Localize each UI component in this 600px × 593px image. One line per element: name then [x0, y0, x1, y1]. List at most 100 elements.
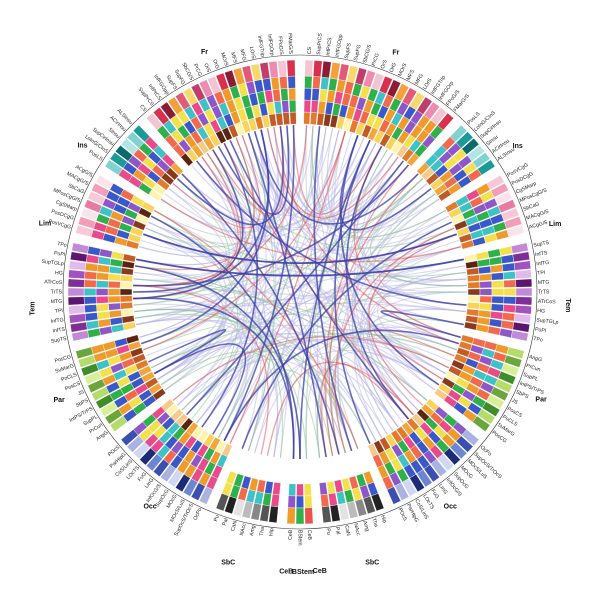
metric-cell	[324, 469, 334, 483]
metric-cell	[475, 251, 490, 261]
region-label: SbPS	[515, 389, 530, 400]
connection-link	[134, 302, 466, 319]
lobe-divider	[429, 393, 487, 440]
region-cell	[109, 415, 128, 432]
metric-cell	[499, 245, 513, 256]
lobe-label: SbC	[221, 559, 235, 566]
region-label: PrCun	[525, 363, 541, 373]
region-cell	[512, 251, 530, 263]
metric-cell	[324, 101, 334, 115]
region-cell	[250, 63, 262, 82]
connection-link	[241, 221, 452, 449]
metric-cell	[270, 76, 280, 91]
metric-cell	[319, 88, 328, 102]
connection-link	[134, 271, 440, 386]
metric-cell	[502, 271, 516, 280]
metric-cell	[296, 471, 304, 485]
metric-cell	[490, 272, 504, 281]
region-label: InfTS	[535, 250, 549, 258]
region-cell	[126, 131, 145, 149]
region-label: MFS	[229, 52, 238, 65]
region-cell	[175, 91, 191, 111]
region-cell	[461, 138, 480, 155]
region-label: InfTG	[50, 317, 64, 324]
connection-link	[143, 233, 457, 264]
region-cell	[95, 174, 114, 191]
region-label: LOrS	[422, 77, 434, 91]
region-cell	[378, 75, 393, 95]
region-label: OrG	[211, 59, 220, 70]
metric-cell	[108, 302, 122, 311]
metric-cell	[109, 258, 123, 268]
region-label: InfPrCS	[325, 37, 333, 56]
metric-cell	[503, 288, 517, 296]
connection-link	[254, 131, 353, 451]
region-cell	[120, 429, 139, 446]
metric-cell	[487, 248, 501, 259]
metric-cell	[503, 296, 517, 305]
region-cell	[286, 507, 296, 525]
region-label: OcPo	[193, 507, 204, 521]
metric-cell	[107, 295, 121, 304]
region-label: HG	[55, 270, 63, 277]
region-label: FMarG/S	[286, 33, 293, 55]
region-cell	[329, 504, 341, 522]
region-label: AngG	[95, 430, 109, 443]
region-cell	[512, 321, 530, 333]
region-label: SupTGLp	[41, 259, 64, 268]
metric-cell	[328, 77, 338, 92]
region-cell	[503, 216, 523, 230]
region-label: FuG	[137, 471, 148, 483]
connection-link	[150, 291, 468, 369]
region-label: ACgG/S	[528, 220, 548, 231]
region-label: SupTGLp	[536, 317, 559, 326]
metric-cell	[281, 100, 290, 114]
metric-cell	[478, 309, 492, 319]
region-cell	[494, 190, 513, 206]
heat-cell	[316, 458, 325, 472]
connection-link	[328, 173, 419, 455]
metric-cell	[328, 492, 338, 507]
region-label: InfFGOrp	[266, 34, 275, 56]
region-label: PoPl	[535, 327, 547, 335]
region-cell	[472, 415, 491, 432]
region-cell	[198, 79, 214, 98]
region-label: PoPl	[54, 250, 66, 258]
heat-cell	[467, 295, 481, 303]
region-label: MOrS	[219, 52, 229, 67]
region-label: Pal	[334, 527, 341, 535]
metric-cell	[262, 492, 272, 507]
heat-cell	[303, 111, 311, 125]
region-label: Amg	[249, 525, 257, 537]
region-cell	[75, 346, 94, 360]
region-cell	[241, 500, 254, 519]
metric-cell	[287, 495, 296, 509]
metric-cell	[479, 295, 493, 304]
region-cell	[430, 459, 448, 477]
region-label: PrCG	[371, 53, 381, 67]
region-cell	[486, 393, 505, 410]
region-cell	[501, 362, 520, 377]
metric-cell	[303, 99, 312, 113]
region-cell	[354, 67, 368, 86]
connection-link	[133, 160, 237, 281]
region-cell	[104, 408, 123, 425]
metric-cell	[320, 493, 330, 508]
region-cell	[120, 138, 139, 155]
connection-link	[186, 160, 405, 416]
region-label: TrTS	[538, 289, 550, 295]
heat-cell	[120, 274, 133, 282]
connection-link	[229, 131, 346, 444]
region-cell	[241, 65, 254, 84]
region-cell	[268, 505, 279, 524]
region-label: Pu	[325, 528, 332, 535]
region-label: Hip	[269, 528, 276, 537]
region-cell	[449, 441, 468, 460]
heat-cell	[119, 288, 133, 296]
region-label: Hip	[379, 514, 387, 523]
metric-cell	[326, 89, 336, 104]
region-label: SupFG	[353, 44, 363, 61]
region-label: Tha	[370, 518, 379, 528]
region-cell	[224, 69, 238, 89]
